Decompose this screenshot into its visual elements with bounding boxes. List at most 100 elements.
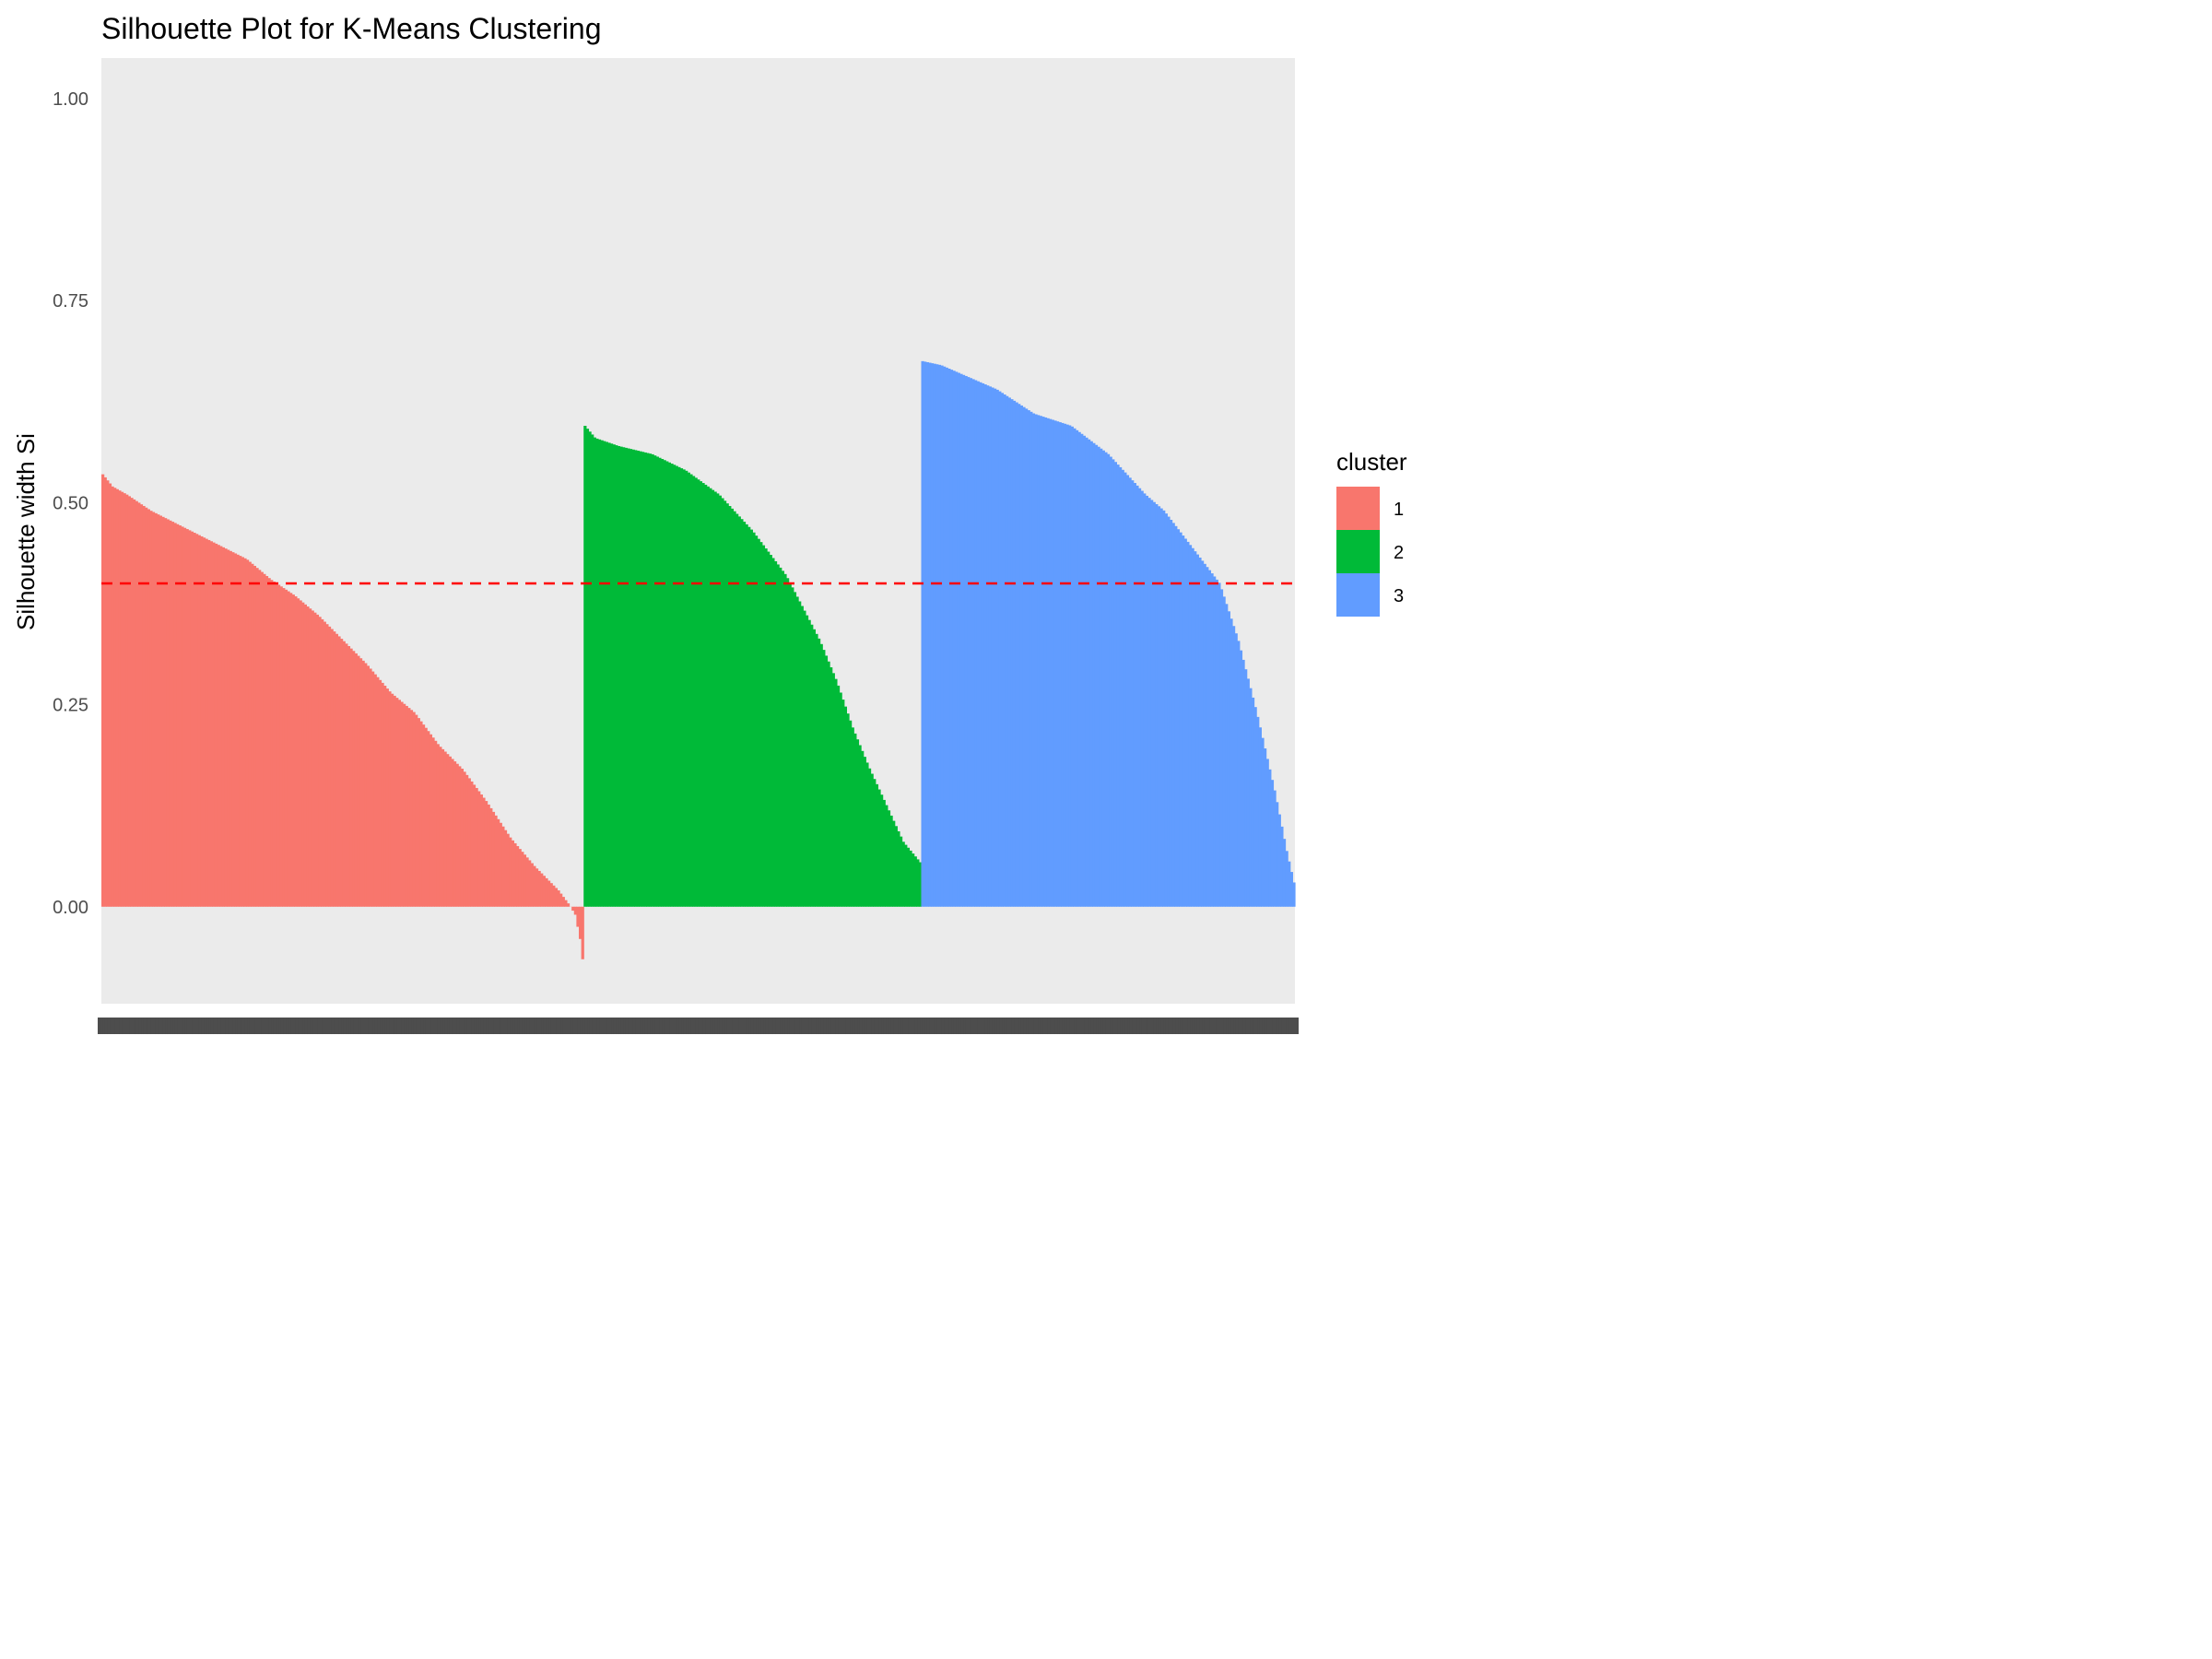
silhouette-bar-cluster-3 (1150, 500, 1154, 907)
silhouette-bar-cluster-2 (737, 516, 741, 907)
silhouette-bar-cluster-2 (836, 685, 841, 907)
silhouette-bar-cluster-2 (588, 431, 592, 907)
silhouette-bar-cluster-1 (571, 906, 575, 912)
silhouette-bar-cluster-3 (993, 388, 997, 907)
silhouette-bar-cluster-2 (916, 859, 920, 907)
silhouette-bar-cluster-3 (1215, 579, 1218, 907)
silhouette-bar-cluster-2 (885, 805, 888, 907)
silhouette-bar-cluster-1 (260, 571, 264, 907)
silhouette-bar-cluster-3 (971, 379, 975, 907)
silhouette-bar-cluster-2 (636, 451, 641, 907)
silhouette-bar-cluster-1 (521, 852, 524, 907)
silhouette-bar-cluster-1 (566, 903, 571, 907)
silhouette-bar-cluster-1 (313, 612, 317, 907)
silhouette-bar-cluster-1 (120, 491, 124, 907)
silhouette-bar-cluster-1 (145, 507, 148, 907)
silhouette-bar-cluster-3 (1003, 394, 1006, 907)
silhouette-bar-cluster-2 (740, 519, 744, 907)
silhouette-bar-cluster-3 (964, 375, 968, 907)
silhouette-bar-cluster-1 (335, 633, 338, 907)
silhouette-bar-cluster-2 (795, 596, 799, 907)
silhouette-bar-cluster-1 (397, 700, 402, 907)
silhouette-bar-cluster-2 (617, 445, 621, 907)
silhouette-bar-cluster-3 (1239, 650, 1243, 907)
silhouette-bar-cluster-3 (924, 361, 927, 907)
silhouette-bar-cluster-1 (581, 906, 584, 959)
silhouette-bar-cluster-2 (783, 573, 787, 907)
silhouette-bar-cluster-2 (810, 624, 814, 907)
silhouette-bar-cluster-2 (843, 706, 847, 907)
silhouette-bar-cluster-3 (1169, 519, 1173, 907)
silhouette-bar-cluster-1 (400, 701, 404, 907)
silhouette-bar-cluster-1 (458, 766, 462, 907)
silhouette-bar-cluster-2 (651, 453, 654, 907)
silhouette-bar-cluster-2 (752, 532, 756, 907)
silhouette-bar-cluster-1 (509, 837, 512, 907)
silhouette-bar-cluster-2 (709, 488, 712, 907)
silhouette-bar-cluster-2 (757, 538, 760, 907)
silhouette-bar-cluster-1 (340, 639, 344, 907)
silhouette-bar-cluster-2 (754, 535, 759, 907)
silhouette-bar-cluster-1 (554, 888, 559, 907)
silhouette-bar-cluster-2 (612, 444, 616, 907)
silhouette-bar-cluster-1 (333, 631, 336, 907)
silhouette-bar-cluster-1 (549, 883, 553, 907)
silhouette-bar-cluster-1 (540, 873, 544, 907)
silhouette-bar-cluster-2 (875, 783, 879, 907)
silhouette-bar-cluster-1 (233, 553, 238, 907)
silhouette-bar-cluster-3 (1049, 418, 1053, 907)
silhouette-bar-cluster-2 (610, 443, 614, 907)
silhouette-bar-cluster-1 (573, 906, 577, 915)
silhouette-bar-cluster-3 (1012, 400, 1017, 907)
silhouette-bar-cluster-2 (677, 466, 681, 907)
silhouette-bar-cluster-3 (1080, 433, 1084, 907)
silhouette-bar-cluster-3 (1030, 411, 1033, 907)
silhouette-bar-cluster-3 (967, 377, 971, 907)
silhouette-bar-cluster-3 (976, 381, 980, 907)
silhouette-bar-cluster-1 (357, 655, 360, 907)
silhouette-bar-cluster-3 (1241, 659, 1245, 907)
silhouette-bar-cluster-3 (1288, 861, 1291, 907)
silhouette-bar-cluster-1 (251, 563, 254, 907)
silhouette-bar-cluster-2 (583, 426, 587, 907)
silhouette-bar-cluster-2 (834, 678, 838, 907)
silhouette-bar-cluster-1 (436, 744, 440, 907)
silhouette-bar-cluster-2 (815, 633, 818, 907)
silhouette-bar-cluster-1 (409, 710, 414, 907)
silhouette-bar-cluster-2 (733, 511, 736, 907)
silhouette-bar-cluster-2 (600, 440, 604, 907)
silhouette-bar-cluster-3 (947, 368, 951, 907)
silhouette-bar-cluster-3 (952, 371, 956, 907)
silhouette-bar-cluster-1 (212, 542, 216, 907)
silhouette-bar-cluster-1 (465, 774, 469, 907)
silhouette-bar-cluster-1 (511, 840, 514, 907)
silhouette-bar-cluster-3 (1000, 393, 1005, 907)
silhouette-bar-cluster-2 (694, 477, 698, 907)
silhouette-bar-cluster-1 (255, 568, 259, 907)
silhouette-bar-cluster-3 (943, 366, 947, 907)
silhouette-bar-cluster-3 (1273, 790, 1277, 907)
silhouette-bar-cluster-1 (395, 698, 399, 907)
silhouette-bar-cluster-1 (557, 890, 560, 907)
x-tick-label (1288, 1018, 1299, 1034)
silhouette-bar-cluster-2 (747, 526, 751, 907)
legend-label-1: 1 (1394, 500, 1404, 520)
silhouette-bar-cluster-3 (1280, 826, 1284, 907)
silhouette-bar-cluster-1 (463, 771, 466, 907)
silhouette-bar-cluster-1 (299, 600, 302, 907)
silhouette-bar-cluster-1 (424, 727, 428, 907)
silhouette-bar-cluster-3 (1164, 513, 1168, 907)
silhouette-bar-cluster-1 (287, 591, 290, 907)
silhouette-bar-cluster-1 (417, 718, 420, 907)
silhouette-bar-cluster-3 (1125, 475, 1130, 907)
silhouette-bar-cluster-1 (275, 582, 278, 907)
silhouette-bar-cluster-2 (818, 638, 821, 907)
silhouette-bar-cluster-1 (236, 554, 240, 907)
silhouette-bar-cluster-2 (858, 745, 862, 907)
silhouette-bar-cluster-1 (200, 535, 204, 907)
silhouette-bar-cluster-2 (904, 844, 908, 907)
silhouette-bar-cluster-1 (182, 527, 187, 907)
silhouette-bar-cluster-1 (349, 648, 353, 907)
silhouette-bar-cluster-2 (761, 545, 766, 907)
silhouette-bar-cluster-2 (653, 455, 657, 907)
